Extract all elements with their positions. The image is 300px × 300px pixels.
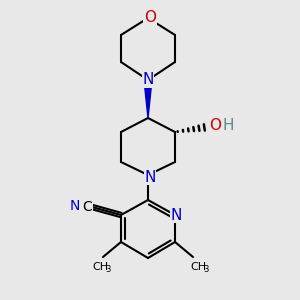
Text: CH: CH bbox=[190, 262, 206, 272]
Text: 3: 3 bbox=[203, 265, 209, 274]
Text: CH: CH bbox=[92, 262, 108, 272]
Polygon shape bbox=[144, 80, 152, 118]
Text: 3: 3 bbox=[105, 265, 111, 274]
Text: N: N bbox=[144, 169, 156, 184]
Text: H: H bbox=[222, 118, 234, 134]
Text: N: N bbox=[142, 73, 154, 88]
Text: N: N bbox=[70, 199, 80, 213]
Text: N: N bbox=[170, 208, 182, 223]
Text: N: N bbox=[142, 73, 154, 88]
Text: O: O bbox=[209, 118, 221, 134]
Text: O: O bbox=[144, 11, 156, 26]
Text: C: C bbox=[82, 200, 92, 214]
